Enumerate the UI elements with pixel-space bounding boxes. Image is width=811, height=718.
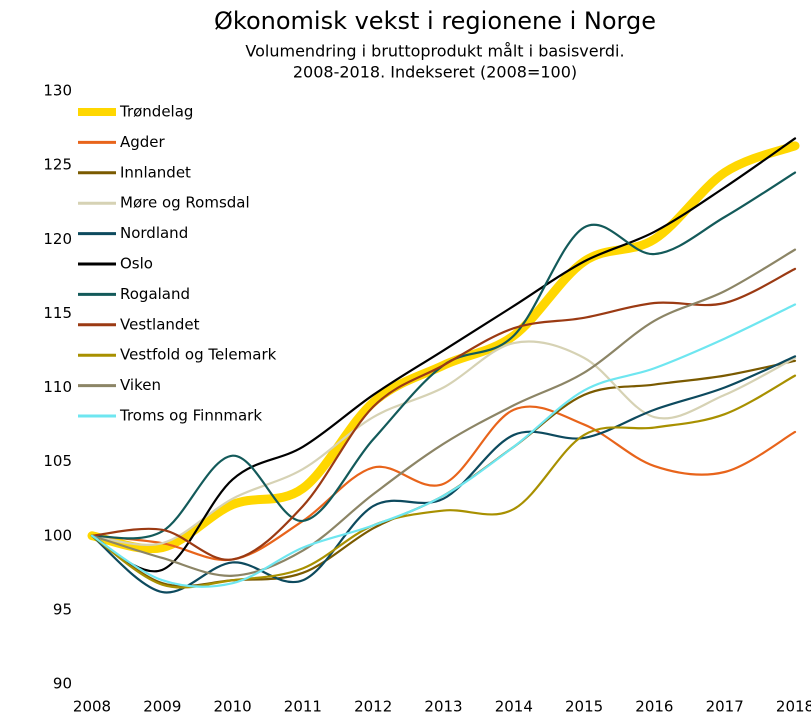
x-tick-label: 2018 [776, 698, 811, 716]
legend-label: Agder [120, 133, 166, 151]
legend-label: Vestfold og Telemark [120, 346, 277, 364]
legend-label: Møre og Romsdal [120, 194, 250, 212]
series-line [90, 303, 797, 588]
y-tick-label: 95 [53, 600, 72, 618]
series-line [90, 137, 797, 573]
y-tick-label: 130 [43, 82, 72, 100]
series-line [90, 405, 797, 562]
x-tick-label: 2016 [635, 698, 673, 716]
series-line [90, 340, 797, 546]
chart-subtitle: Volumendring i bruttoprodukt målt i basi… [245, 42, 624, 61]
y-tick-label: 110 [43, 378, 72, 396]
x-tick-label: 2008 [73, 698, 111, 716]
legend-label: Innlandet [120, 163, 191, 181]
legend-label: Nordland [120, 224, 188, 242]
chart-title: Økonomisk vekst i regionene i Norge [214, 7, 656, 35]
chart-subtitle: 2008-2018. Indekseret (2008=100) [293, 63, 577, 82]
legend-label: Oslo [120, 255, 153, 273]
legend-label: Vestlandet [120, 315, 200, 333]
series-line [90, 374, 797, 589]
x-tick-label: 2011 [284, 698, 322, 716]
legend-label: Trøndelag [119, 103, 193, 121]
y-tick-label: 105 [43, 452, 72, 470]
x-tick-label: 2010 [214, 698, 252, 716]
legend-label: Viken [120, 376, 161, 394]
x-tick-label: 2009 [143, 698, 181, 716]
series-line [90, 248, 797, 577]
x-tick-label: 2017 [706, 698, 744, 716]
x-tick-label: 2014 [495, 698, 533, 716]
y-tick-label: 100 [43, 526, 72, 544]
x-tick-label: 2013 [424, 698, 462, 716]
legend-label: Rogaland [120, 285, 190, 303]
legend-label: Troms og Finnmark [119, 407, 262, 425]
y-tick-label: 120 [43, 230, 72, 248]
series-line [90, 267, 797, 561]
x-tick-label: 2015 [565, 698, 603, 716]
y-tick-label: 90 [53, 675, 72, 693]
y-tick-label: 115 [43, 304, 72, 322]
x-tick-label: 2012 [354, 698, 392, 716]
y-tick-label: 125 [43, 156, 72, 174]
